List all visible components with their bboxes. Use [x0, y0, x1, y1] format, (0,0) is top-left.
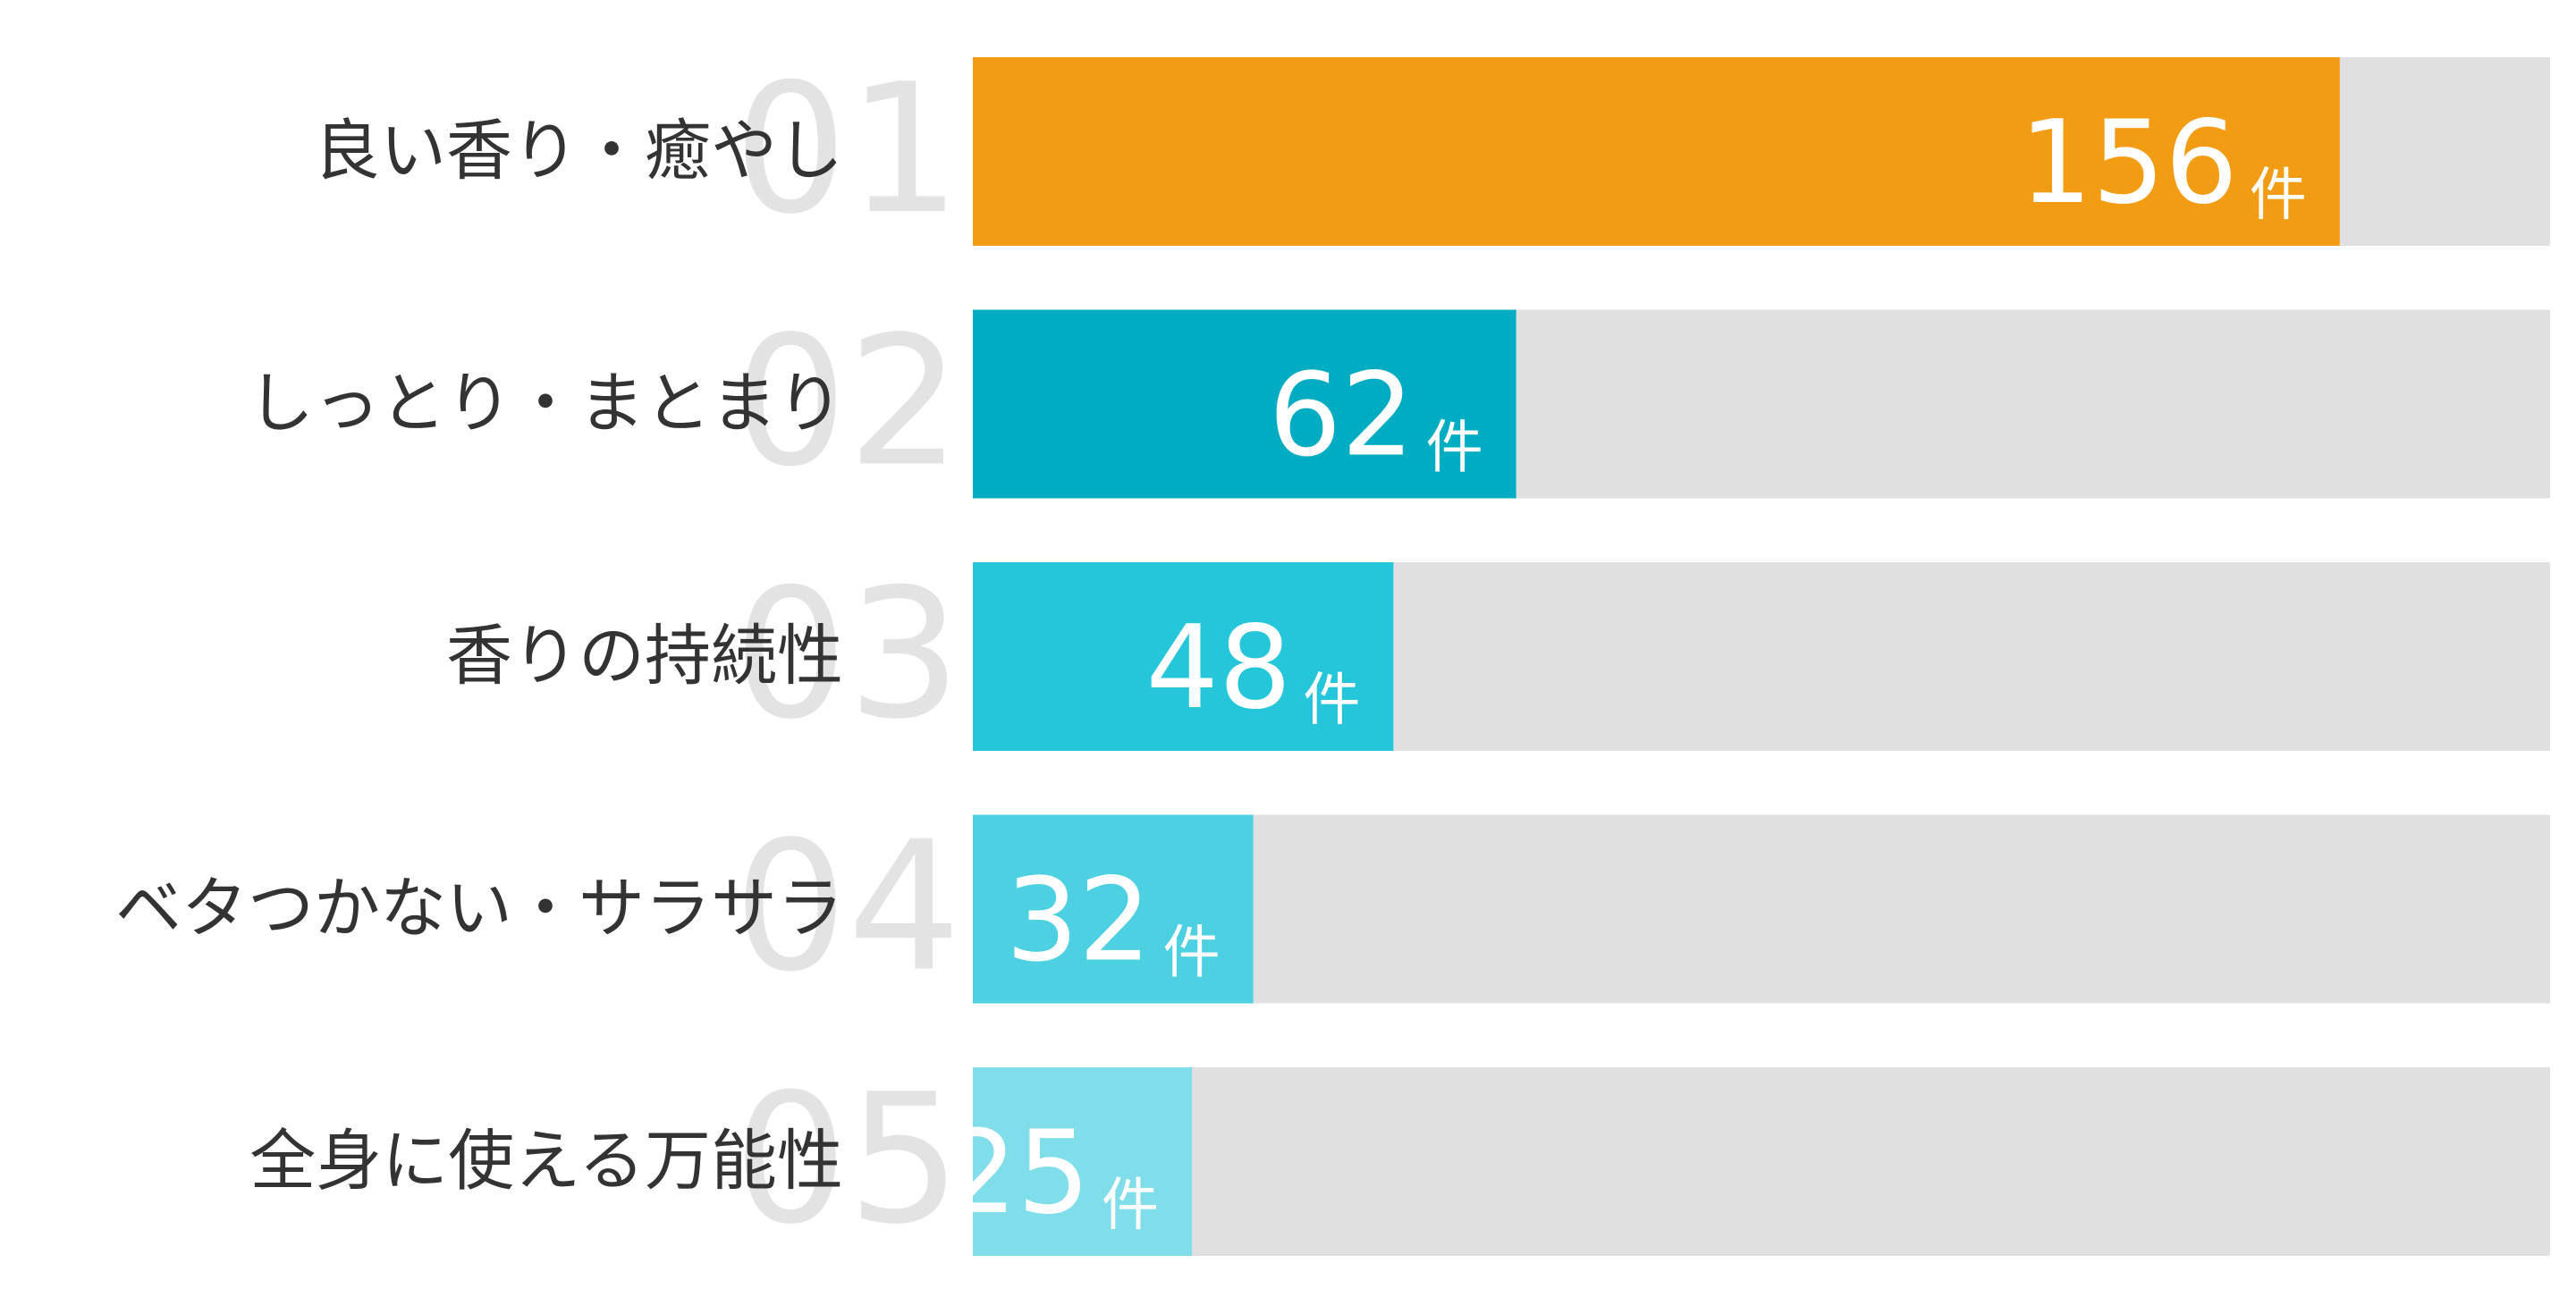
value-label: 25 — [944, 1107, 1090, 1240]
bar — [973, 1067, 1192, 1256]
value-label: 48 — [1146, 602, 1292, 735]
value-label: 32 — [1006, 855, 1152, 988]
rank-number: 01 — [734, 46, 962, 254]
category-label: 良い香り・癒やし — [314, 113, 843, 190]
category-label: しっとり・まとまり — [248, 366, 843, 442]
bar — [973, 57, 2340, 246]
bar — [973, 562, 1394, 751]
value-unit: 件 — [1426, 416, 1483, 482]
value-unit: 件 — [1163, 921, 1220, 987]
category-label: ベタつかない・サラサラ — [115, 871, 843, 948]
value-unit: 件 — [1102, 1173, 1159, 1239]
value-unit: 件 — [1303, 668, 1360, 734]
category-label: 香りの持続性 — [446, 618, 843, 695]
value-label: 62 — [1269, 350, 1415, 483]
rank-number: 03 — [734, 551, 962, 759]
bar — [973, 309, 1516, 499]
rank-number: 04 — [734, 804, 962, 1012]
value-label: 156 — [2019, 97, 2237, 230]
rank-number: 05 — [734, 1056, 962, 1264]
category-label: 全身に使える万能性 — [249, 1123, 843, 1200]
value-unit: 件 — [2250, 163, 2307, 229]
rank-number: 02 — [734, 299, 962, 507]
bar-track — [973, 1067, 2550, 1256]
bar — [973, 814, 1254, 1004]
